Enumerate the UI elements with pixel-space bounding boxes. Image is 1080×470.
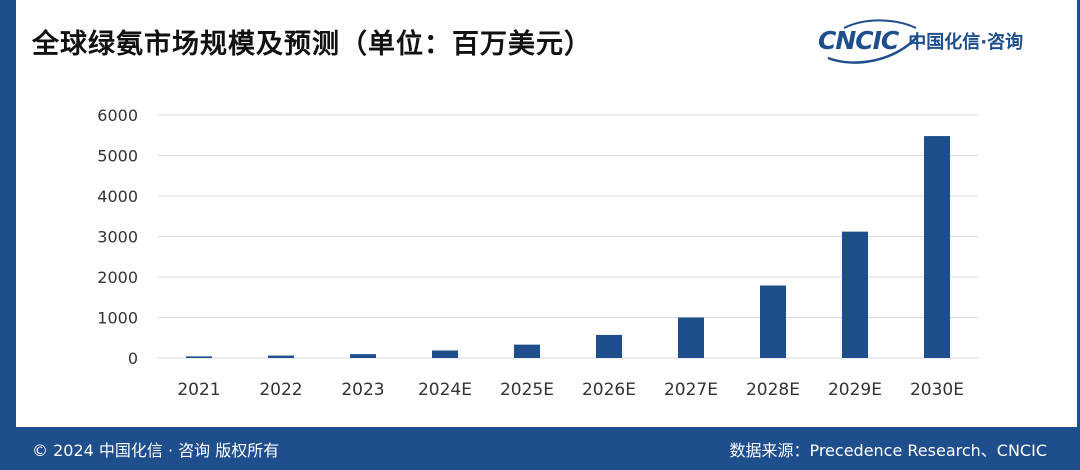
bar-2024E xyxy=(432,350,458,358)
bars xyxy=(186,136,950,358)
bar-2021 xyxy=(186,356,212,358)
x-tick-label: 2027E xyxy=(664,380,718,400)
bar-2023 xyxy=(350,354,376,358)
x-tick-label: 2025E xyxy=(500,380,554,400)
x-tick-label: 2026E xyxy=(582,380,636,400)
x-tick-label: 2021 xyxy=(177,380,220,400)
x-tick-label: 2029E xyxy=(828,380,882,400)
grid-lines xyxy=(158,114,978,359)
y-tick-label: 2000 xyxy=(97,268,138,287)
bar-2028E xyxy=(760,285,786,358)
footer-bar: © 2024 中国化信 · 咨询 版权所有 数据来源：Precedence Re… xyxy=(16,427,1077,470)
logo-text: 中国化信·咨询 xyxy=(908,31,1024,53)
y-tick-label: 6000 xyxy=(97,106,138,125)
y-tick-labels: 0 1000 2000 3000 4000 5000 6000 xyxy=(97,106,138,368)
y-tick-label: 1000 xyxy=(97,309,138,328)
x-tick-label: 2023 xyxy=(341,380,384,400)
y-tick-label: 4000 xyxy=(97,187,138,206)
page-title: 全球绿氨市场规模及预测（单位：百万美元） xyxy=(32,29,592,60)
bar-2025E xyxy=(514,344,540,358)
x-tick-label: 2030E xyxy=(910,380,964,400)
x-tick-label: 2024E xyxy=(418,380,472,400)
bar-2022 xyxy=(268,355,294,358)
y-tick-label: 0 xyxy=(128,349,138,368)
source-text: 数据来源：Precedence Research、CNCIC xyxy=(729,441,1047,460)
x-tick-labels: 2021 2022 2023 2024E 2025E 2026E 2027E 2028E 202… xyxy=(177,380,964,400)
y-tick-label: 5000 xyxy=(97,147,138,166)
y-tick-label: 3000 xyxy=(97,228,138,247)
x-tick-label: 2028E xyxy=(746,380,800,400)
bar-2030E xyxy=(924,136,950,358)
copyright-text: © 2024 中国化信 · 咨询 版权所有 xyxy=(32,441,280,460)
bar-2026E xyxy=(596,334,622,358)
x-tick-label: 2022 xyxy=(259,380,302,400)
bar-2029E xyxy=(842,231,868,358)
bar-2027E xyxy=(678,317,704,358)
